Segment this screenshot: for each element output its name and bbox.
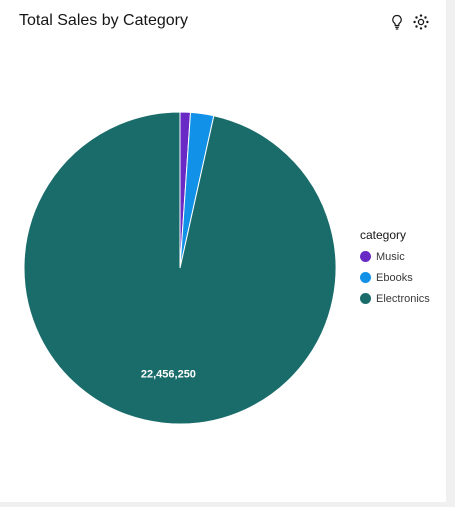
legend-label: Ebooks	[376, 271, 413, 284]
chart-card: Total Sales by Category 22,456,250 categ…	[0, 0, 446, 502]
legend: category Music Ebooks Electronics	[360, 228, 430, 309]
legend-swatch-ebooks	[360, 272, 371, 283]
legend-swatch-music	[360, 251, 371, 262]
legend-swatch-electronics	[360, 293, 371, 304]
legend-label: Electronics	[376, 292, 430, 305]
legend-label: Music	[376, 250, 405, 263]
chart-title: Total Sales by Category	[19, 12, 188, 29]
gear-icon[interactable]	[412, 13, 430, 31]
pie-chart: 22,456,250	[23, 111, 337, 425]
data-label-electronics: 22,456,250	[141, 368, 196, 380]
legend-item-electronics[interactable]: Electronics	[360, 288, 430, 309]
pie-slice-electronics[interactable]	[23, 111, 337, 425]
lightbulb-icon[interactable]	[388, 13, 406, 31]
legend-item-music[interactable]: Music	[360, 246, 430, 267]
legend-title: category	[360, 228, 407, 242]
legend-item-ebooks[interactable]: Ebooks	[360, 267, 430, 288]
